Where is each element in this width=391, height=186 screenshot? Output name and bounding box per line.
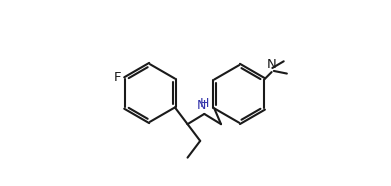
Text: N: N [267, 58, 277, 71]
Text: F: F [114, 71, 122, 84]
Text: N: N [197, 100, 206, 112]
Text: H: H [200, 97, 209, 110]
